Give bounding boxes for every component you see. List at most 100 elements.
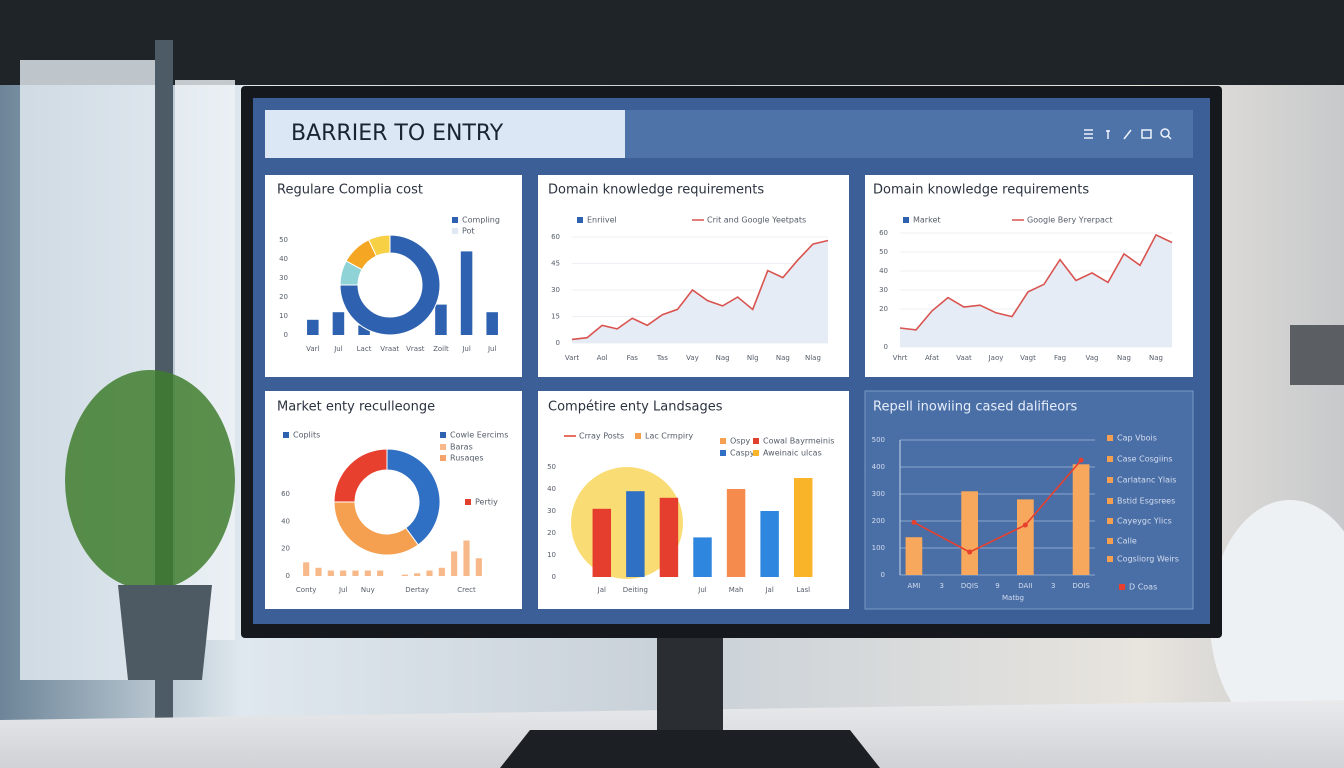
bar [401,574,408,576]
x-tick-label: Nag [716,354,730,362]
x-tick-label: Crect [457,586,476,594]
legend-marker [465,499,471,505]
x-tick-label: Nag [776,354,790,362]
menu-icon[interactable] [1084,129,1093,139]
x-tick-label: Vaat [956,354,972,362]
y-tick-label: 45 [551,260,560,268]
shelf [1290,325,1344,385]
area-fill [900,234,1172,347]
bar [332,312,345,335]
x-tick-label: Lasl [796,586,810,594]
bar [1017,499,1034,575]
legend-label: Lac Crmpiry [645,432,693,441]
x-tick-label: Zoilt [433,345,449,353]
x-tick-label: Vraat [380,345,399,353]
y-tick-label: 50 [879,248,888,256]
donut-segment [368,234,391,257]
donut-segment [339,234,441,336]
bar [451,551,458,576]
x-tick-label: DQIS [961,582,979,590]
legend-marker [1107,498,1113,504]
bar [364,570,371,576]
x-tick-label: Vag [1086,354,1099,362]
bar [592,508,612,577]
y-tick-label: 60 [879,229,888,237]
legend-marker [1107,518,1113,524]
y-tick-label: 10 [279,312,288,320]
legend-label: Coplits [293,431,320,440]
legend-label: Bstid Esgsrees [1117,497,1175,506]
x-tick-label: AMI [907,582,920,590]
bar [475,558,482,576]
y-tick-label: 20 [281,545,290,553]
legend-marker [440,444,446,450]
x-tick-label: Jul [461,345,471,353]
search-icon-handle [1167,135,1172,140]
legend-label: Cowle Eercims [450,431,508,440]
bar [438,567,445,576]
legend-label: Compling [462,216,500,225]
y-tick-label: 30 [551,286,560,294]
panel-title: Domain knowledge requirements [548,183,764,198]
y-tick-label: 20 [547,529,556,537]
plant [65,370,235,590]
y-tick-label: 0 [884,343,888,351]
filter-icon[interactable] [1106,130,1110,139]
legend-label: Cowal Bayrmeinis [763,437,834,446]
x-tick-label: Nuy [361,586,375,594]
bar [377,570,384,576]
y-tick-label: 0 [286,572,290,580]
bar [435,304,447,335]
header-title: BARRIER TO ENTRY [291,121,504,146]
x-tick-label: Fag [1054,354,1066,362]
ceiling [0,0,1344,85]
y-tick-label: 10 [547,551,556,559]
legend-label: Market [913,216,941,225]
legend-label: D Coas [1129,583,1157,592]
panel-title: Domain knowledge requirements [873,183,1089,198]
y-tick-label: 60 [281,490,290,498]
y-tick-label: 30 [279,274,288,282]
edit-icon[interactable] [1123,129,1132,140]
legend-marker [577,217,583,223]
legend-label: Cogsliorg Weirs [1117,555,1179,564]
legend-label: Caspy [730,449,755,458]
panel-title: Compétire enty Landsages [548,400,723,415]
bar [307,319,319,335]
y-tick-label: 0 [284,331,288,339]
legend-marker [283,432,289,438]
legend-label: Google Bery Yrerpact [1027,216,1112,225]
x-tick-label: Varl [306,345,319,353]
x-tick-label: Jal [597,586,606,594]
donut-segment [333,501,419,556]
legend-label: Crit and Google Yeetpats [707,216,806,225]
y-tick-label: 300 [872,490,885,498]
x-tick-label: Nlag [805,354,821,362]
bar [659,497,679,577]
bar [1072,464,1090,575]
x-tick-label: Nag [1149,354,1163,362]
y-tick-label: 500 [872,436,885,444]
search-icon[interactable] [1160,128,1170,138]
bar [426,570,433,576]
x-tick-label: Lact [357,345,372,353]
x-tick-label: 9 [995,582,999,590]
y-tick-label: 0 [881,571,885,579]
line-point [911,519,917,525]
x-tick-label: 3 [1051,582,1055,590]
x-tick-label: Vart [565,354,579,362]
table-icon[interactable] [1141,129,1152,139]
legend-label: Cayeygc Ylics [1117,517,1172,526]
legend-marker [753,450,759,456]
y-tick-label: 0 [552,573,556,581]
chair [1210,500,1344,740]
legend-label: Calle [1117,537,1137,546]
bar [358,325,370,335]
bar [340,570,347,576]
legend-label: Ospy [730,437,751,446]
x-tick-label: Jaoy [988,354,1004,362]
y-tick-label: 200 [872,517,885,525]
legend-label: Pot [462,227,475,236]
bar [460,251,473,335]
